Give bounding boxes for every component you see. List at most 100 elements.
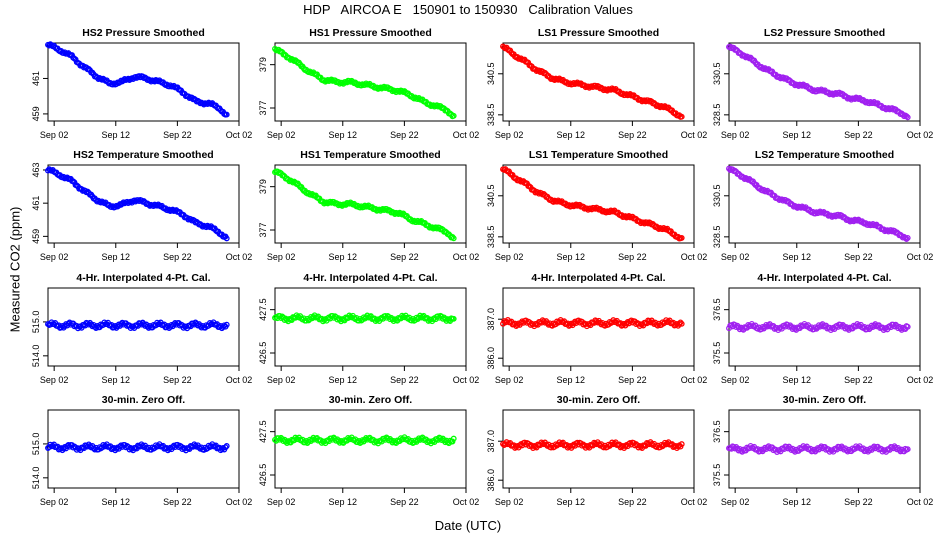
panel-7: LS1 Temperature Smoothed Sep 02 Sep 12 Sep … bbox=[486, 149, 707, 262]
x-tick-label: Sep 22 bbox=[390, 375, 419, 385]
panel-title: LS1 Pressure Smoothed bbox=[538, 27, 659, 39]
x-tick-label: Sep 02 bbox=[495, 497, 524, 507]
x-tick-label: Oct 02 bbox=[453, 375, 480, 385]
x-tick-label: Sep 22 bbox=[163, 375, 192, 385]
data-point bbox=[381, 83, 388, 90]
panel-frame bbox=[728, 42, 921, 122]
y-tick-label: 375.5 bbox=[712, 342, 722, 365]
y-tick-label: 338.5 bbox=[486, 104, 496, 127]
panel-frame bbox=[502, 164, 695, 244]
panel-15: 30-min. Zero Off. Sep 02 Sep 12 Sep 22 Oct 0… bbox=[486, 394, 707, 507]
x-tick-label: Sep 22 bbox=[163, 497, 192, 507]
x-tick-label: Sep 02 bbox=[267, 130, 296, 140]
panel-title: LS1 Temperature Smoothed bbox=[529, 149, 668, 161]
x-tick-label: Oct 02 bbox=[681, 130, 708, 140]
panel-title: 4-Hr. Interpolated 4-Pt. Cal. bbox=[531, 272, 665, 284]
y-tick-label: 328.5 bbox=[712, 104, 722, 127]
x-axis-label: Date (UTC) bbox=[434, 518, 502, 533]
x-tick-label: Sep 22 bbox=[618, 497, 647, 507]
x-tick-label: Sep 12 bbox=[783, 252, 812, 262]
y-tick-label: 427.5 bbox=[258, 298, 268, 321]
x-tick-label: Sep 12 bbox=[102, 130, 131, 140]
x-tick-label: Oct 02 bbox=[681, 375, 708, 385]
x-tick-label: Sep 02 bbox=[495, 375, 524, 385]
x-tick-label: Sep 02 bbox=[721, 497, 750, 507]
data-point bbox=[379, 206, 386, 212]
x-tick-label: Oct 02 bbox=[226, 375, 253, 385]
panel-title: 4-Hr. Interpolated 4-Pt. Cal. bbox=[757, 272, 891, 284]
y-tick-label: 426.5 bbox=[258, 464, 268, 487]
data-point bbox=[887, 227, 894, 234]
panel-title: HS1 Temperature Smoothed bbox=[300, 149, 440, 161]
x-tick-label: Sep 02 bbox=[267, 375, 296, 385]
data-point bbox=[904, 446, 911, 453]
data-point bbox=[109, 81, 116, 88]
data-point bbox=[678, 320, 685, 327]
panel-14: 30-min. Zero Off. Sep 02 Sep 12 Sep 22 Oct 0… bbox=[258, 394, 479, 507]
y-tick-label: 426.5 bbox=[258, 342, 268, 365]
panel-title: LS2 Pressure Smoothed bbox=[764, 27, 885, 39]
x-tick-label: Sep 02 bbox=[267, 497, 296, 507]
panel-frame bbox=[47, 164, 240, 244]
panel-title: LS2 Temperature Smoothed bbox=[755, 149, 894, 161]
data-point bbox=[569, 81, 576, 88]
data-point bbox=[432, 224, 439, 231]
x-tick-label: Oct 02 bbox=[681, 497, 708, 507]
data-point bbox=[450, 435, 457, 442]
panel-9: 4-Hr. Interpolated 4-Pt. Cal. Sep 02 Sep 1… bbox=[31, 272, 252, 385]
x-tick-label: Oct 02 bbox=[907, 375, 934, 385]
data-point bbox=[450, 112, 457, 119]
x-tick-label: Sep 02 bbox=[40, 130, 69, 140]
x-tick-label: Oct 02 bbox=[453, 497, 480, 507]
panel-title: HS2 Temperature Smoothed bbox=[73, 149, 213, 161]
panel-title: 30-min. Zero Off. bbox=[329, 394, 413, 406]
panel-6: HS1 Temperature Smoothed Sep 02 Sep 12 Sep … bbox=[258, 149, 479, 262]
x-tick-label: Oct 02 bbox=[681, 252, 708, 262]
x-tick-label: Sep 22 bbox=[618, 252, 647, 262]
y-tick-label: 386.0 bbox=[486, 469, 496, 492]
x-tick-label: Sep 02 bbox=[721, 130, 750, 140]
y-tick-label: 463 bbox=[31, 162, 41, 177]
x-tick-label: Sep 12 bbox=[557, 375, 586, 385]
data-point bbox=[678, 441, 685, 448]
panel-title: 30-min. Zero Off. bbox=[557, 394, 641, 406]
x-tick-label: Sep 02 bbox=[40, 497, 69, 507]
y-tick-label: 330.5 bbox=[712, 185, 722, 208]
data-point bbox=[450, 315, 457, 322]
y-tick-label: 461 bbox=[31, 71, 41, 86]
panel-16: 30-min. Zero Off. Sep 02 Sep 12 Sep 22 Oct 0… bbox=[712, 394, 933, 507]
x-tick-label: Sep 02 bbox=[495, 130, 524, 140]
x-tick-label: Sep 12 bbox=[783, 375, 812, 385]
y-tick-label: 379 bbox=[258, 179, 268, 194]
y-tick-label: 376.5 bbox=[712, 298, 722, 321]
panel-11: 4-Hr. Interpolated 4-Pt. Cal. Sep 02 Sep 1… bbox=[486, 272, 707, 385]
data-point bbox=[678, 113, 685, 120]
x-tick-label: Sep 02 bbox=[40, 252, 69, 262]
panel-1: HS2 Pressure Smoothed Sep 02 Sep 12 Sep 22 O… bbox=[31, 27, 252, 140]
x-tick-label: Sep 12 bbox=[329, 252, 358, 262]
panel-frame bbox=[274, 287, 467, 367]
x-tick-label: Sep 12 bbox=[557, 130, 586, 140]
x-tick-label: Sep 12 bbox=[329, 130, 358, 140]
y-tick-label: 330.5 bbox=[712, 63, 722, 86]
panel-4: LS2 Pressure Smoothed Sep 02 Sep 12 Sep 22 O… bbox=[712, 27, 933, 140]
data-point bbox=[136, 73, 143, 80]
x-tick-label: Oct 02 bbox=[226, 497, 253, 507]
y-tick-label: 377 bbox=[258, 100, 268, 115]
y-tick-label: 459 bbox=[31, 106, 41, 121]
x-tick-label: Sep 22 bbox=[390, 130, 419, 140]
data-point bbox=[592, 82, 599, 89]
panel-frame bbox=[502, 287, 695, 367]
x-tick-label: Sep 12 bbox=[783, 130, 812, 140]
panel-title: 4-Hr. Interpolated 4-Pt. Cal. bbox=[303, 272, 437, 284]
data-point bbox=[223, 321, 230, 328]
y-tick-label: 340.5 bbox=[486, 185, 496, 208]
panel-frame bbox=[502, 42, 695, 122]
panel-title: HS1 Pressure Smoothed bbox=[309, 27, 432, 39]
panel-8: LS2 Temperature Smoothed Sep 02 Sep 12 Sep … bbox=[712, 149, 933, 262]
panel-frame bbox=[502, 409, 695, 489]
y-tick-label: 387.0 bbox=[486, 430, 496, 453]
data-point bbox=[449, 438, 456, 445]
data-point bbox=[223, 235, 230, 242]
